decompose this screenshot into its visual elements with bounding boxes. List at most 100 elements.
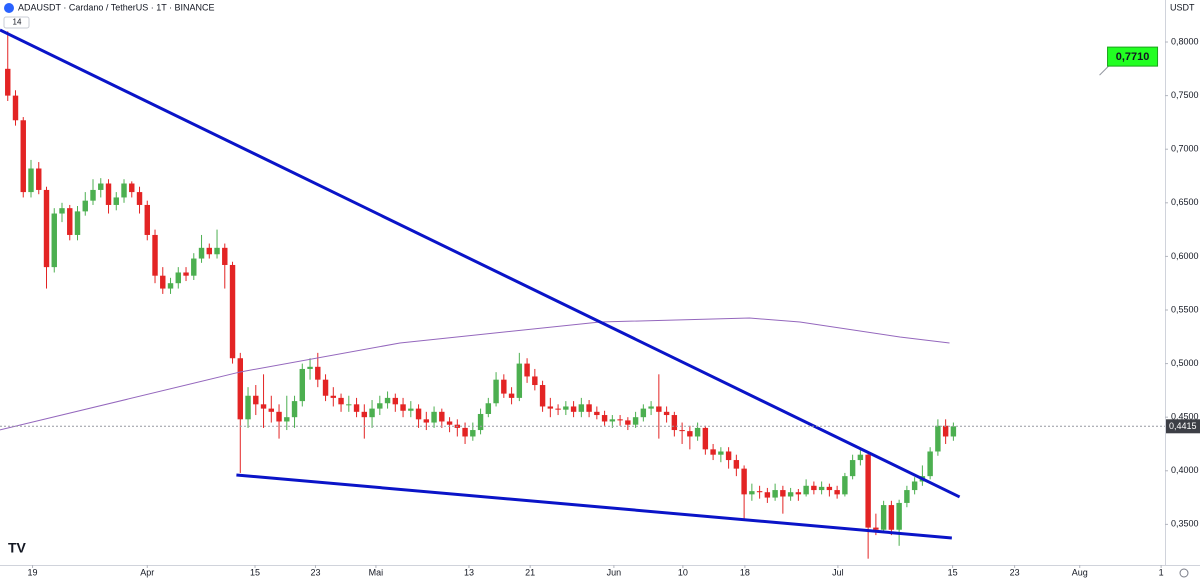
header-bg bbox=[0, 0, 1165, 17]
candle-body bbox=[260, 404, 267, 409]
candle-body bbox=[896, 502, 902, 530]
y-tick-label: 0,6500 bbox=[1171, 197, 1199, 207]
candle-body bbox=[818, 486, 825, 491]
x-tick-label: 19 bbox=[28, 567, 38, 577]
candle-body bbox=[353, 404, 360, 412]
candle-body bbox=[229, 264, 236, 359]
candle-body bbox=[183, 272, 189, 276]
candle-body bbox=[322, 379, 329, 396]
candle-body bbox=[547, 406, 554, 409]
last-price-label: 0,4415 bbox=[1169, 421, 1197, 431]
x-tick-label: 23 bbox=[1010, 567, 1020, 577]
candle-body bbox=[237, 358, 243, 420]
candle-body bbox=[563, 406, 569, 410]
candle-body bbox=[12, 95, 19, 121]
candle-body bbox=[113, 197, 119, 205]
candle-body bbox=[338, 397, 344, 405]
candle-body bbox=[756, 491, 763, 493]
candle-body bbox=[307, 366, 313, 369]
candle-body bbox=[167, 283, 174, 289]
x-tick-label: Aug bbox=[1072, 567, 1088, 577]
x-tick-label: 18 bbox=[740, 567, 750, 577]
candle-body bbox=[749, 491, 755, 495]
candle-body bbox=[617, 419, 623, 421]
candle-body bbox=[214, 247, 220, 255]
trend-line bbox=[236, 473, 952, 540]
candle-body bbox=[392, 397, 399, 405]
candle-body bbox=[795, 492, 802, 495]
trend-line bbox=[0, 28, 961, 499]
candle-body bbox=[935, 425, 941, 452]
annotation-pointer bbox=[1099, 64, 1110, 76]
candle-body bbox=[175, 272, 181, 284]
indicator-badge-box[interactable] bbox=[3, 16, 30, 29]
candle-body bbox=[284, 417, 290, 422]
candle-body bbox=[524, 363, 530, 377]
candle-body bbox=[470, 430, 476, 437]
candle-body bbox=[198, 247, 205, 259]
candle-body bbox=[578, 404, 585, 412]
candle-body bbox=[98, 183, 104, 190]
candle-body bbox=[144, 204, 150, 235]
candle-body bbox=[632, 417, 639, 425]
candle-body bbox=[415, 408, 422, 420]
symbol-logo bbox=[4, 3, 14, 13]
candle-body bbox=[346, 404, 352, 406]
last-price-tag bbox=[1166, 419, 1200, 434]
candle-body bbox=[586, 404, 592, 412]
candle-body bbox=[679, 430, 685, 432]
candle-body bbox=[121, 183, 127, 198]
candle-body bbox=[532, 376, 538, 386]
y-tick-label: 0,7000 bbox=[1171, 144, 1199, 154]
y-axis-label: USDT bbox=[1170, 2, 1195, 12]
candle-body bbox=[950, 426, 957, 437]
y-tick-label: 0,3500 bbox=[1171, 519, 1199, 529]
candle-body bbox=[268, 408, 275, 412]
candle-body bbox=[601, 415, 608, 422]
candle-body bbox=[400, 404, 406, 411]
x-tick-label: 15 bbox=[948, 567, 958, 577]
candle-body bbox=[787, 492, 794, 497]
settings-icon[interactable] bbox=[1179, 568, 1189, 578]
candle-body bbox=[570, 406, 577, 412]
candle-body bbox=[516, 363, 523, 398]
candle-body bbox=[873, 527, 879, 530]
candle-body bbox=[656, 406, 662, 412]
candle-body bbox=[501, 379, 507, 394]
candle-body bbox=[439, 411, 445, 422]
candle-body bbox=[710, 449, 716, 455]
indicator-badge[interactable]: 14 bbox=[13, 18, 22, 27]
candle-body bbox=[160, 275, 166, 289]
candle-body bbox=[129, 183, 135, 193]
candle-body bbox=[772, 490, 778, 498]
candle-body bbox=[74, 211, 81, 235]
candle-body bbox=[849, 460, 856, 477]
candle-body bbox=[640, 408, 647, 418]
candle-body bbox=[508, 393, 515, 398]
candle-body bbox=[299, 368, 306, 402]
candle-body bbox=[733, 460, 740, 469]
candle-body bbox=[609, 419, 616, 422]
candle-body bbox=[36, 168, 42, 190]
candle-body bbox=[493, 379, 499, 404]
candle-body bbox=[90, 189, 96, 201]
candle-body bbox=[718, 451, 724, 455]
candle-body bbox=[431, 411, 437, 423]
candle-body bbox=[888, 505, 895, 530]
candle-body bbox=[446, 421, 453, 425]
candle-body bbox=[880, 505, 887, 530]
candle-body bbox=[315, 366, 321, 380]
candle-body bbox=[539, 385, 546, 407]
candle-body bbox=[485, 403, 492, 414]
candle-body bbox=[702, 427, 709, 450]
candle-body bbox=[105, 183, 112, 205]
x-tick-label: Mai bbox=[369, 567, 384, 577]
x-tick-label: 23 bbox=[310, 567, 320, 577]
candle-body bbox=[687, 431, 693, 437]
candle-body bbox=[206, 247, 212, 255]
candle-body bbox=[911, 481, 918, 491]
candle-body bbox=[927, 451, 933, 477]
candle-body bbox=[842, 476, 848, 495]
